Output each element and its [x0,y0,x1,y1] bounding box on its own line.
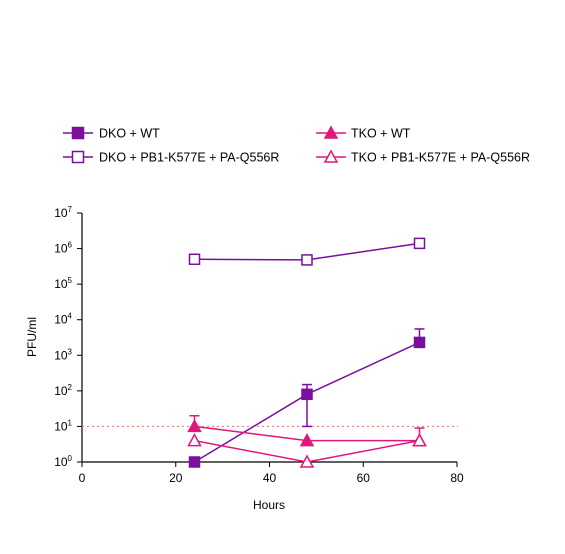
legend-entry-dko-wt: DKO + WT [63,127,160,141]
x-tick-label: 0 [79,471,86,485]
data-point-triangle [299,433,315,447]
series-0 [188,328,426,468]
data-point-triangle [187,418,202,433]
legend-label-dko-wt: DKO + WT [99,127,160,141]
legend-label-dko-mutant: DKO + PB1-K577E + PA-Q556R [99,151,279,165]
y-axis-title: PFU/ml [25,317,39,357]
data-point-square [413,237,426,250]
data-point-square [188,456,201,468]
series-layer [187,237,427,468]
y-tick-label: 101 [54,418,72,433]
x-tick-label: 80 [450,471,464,485]
y-tick-label: 103 [54,347,72,362]
y-tick-label: 106 [54,241,72,256]
y-tick-label: 100 [54,454,72,469]
data-point-triangle [187,433,202,447]
data-point-square [301,388,313,401]
legend: DKO + WT DKO + PB1-K577E + PA-Q556R TKO … [63,125,530,165]
x-tick-label: 20 [169,471,183,485]
x-tick-label: 60 [357,471,371,485]
y-tick-label: 105 [54,276,72,291]
legend-entry-tko-mutant: TKO + PB1-K577E + PA-Q556R [316,149,530,165]
data-point-square [188,253,201,266]
data-point-square [413,336,426,349]
y-tick-label: 107 [54,205,72,220]
x-tick-label: 40 [263,471,277,485]
legend-entry-dko-mutant: DKO + PB1-K577E + PA-Q556R [63,151,279,165]
legend-label-tko-wt: TKO + WT [351,127,411,141]
y-tick-label: 104 [54,312,72,327]
axes: 0 20 40 60 80 100 101 102 103 104 105 106 107 [54,205,464,485]
series-1 [188,237,426,266]
data-point-triangle [299,454,315,468]
data-point-triangle [412,433,427,447]
legend-label-tko-mutant: TKO + PB1-K577E + PA-Q556R [351,151,530,165]
y-tick-label: 102 [54,383,72,398]
legend-entry-tko-wt: TKO + WT [316,125,411,141]
data-point-square [301,254,313,266]
x-axis-title: Hours [253,498,285,512]
series-3 [187,433,427,468]
